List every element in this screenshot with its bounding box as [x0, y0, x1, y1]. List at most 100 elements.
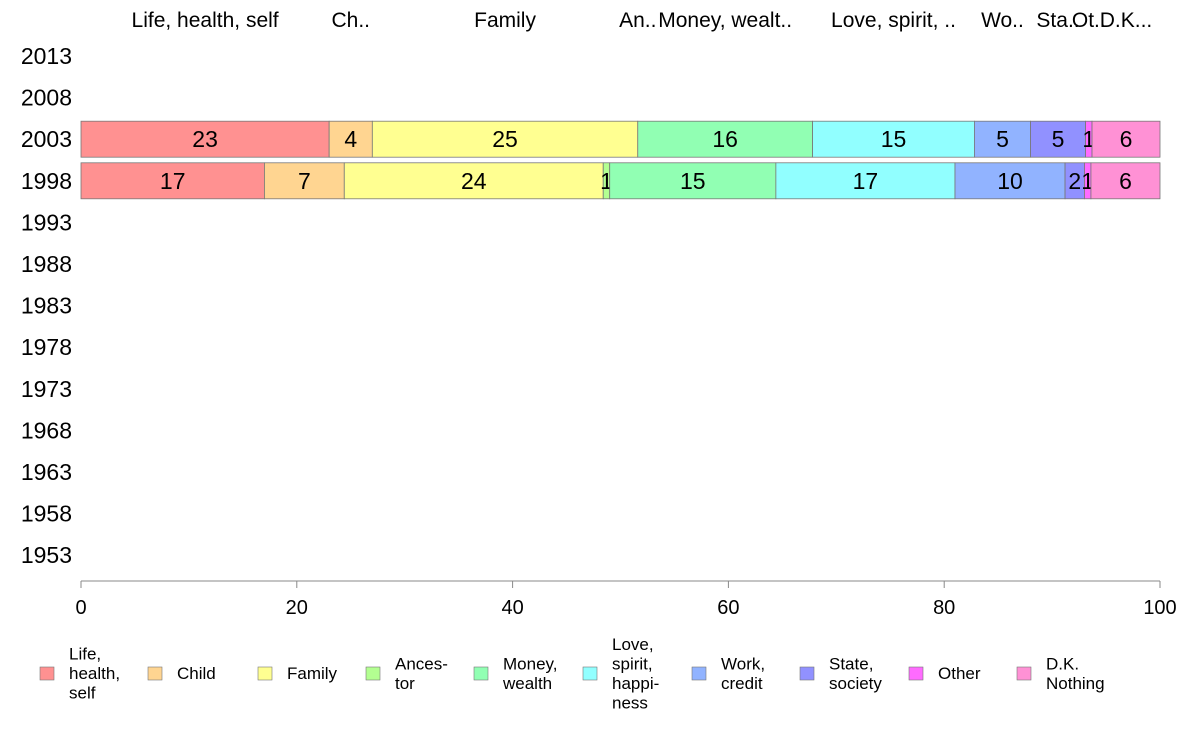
legend-label-line: Life, — [69, 645, 101, 664]
data-label: 6 — [1120, 126, 1133, 152]
bar-segment — [343, 162, 604, 200]
bar-segment — [954, 162, 1066, 200]
year-label: 1968 — [21, 417, 72, 443]
data-label: 15 — [680, 168, 706, 194]
legend-label: Family — [287, 664, 338, 683]
data-label: 23 — [192, 126, 218, 152]
year-label: 1993 — [21, 209, 72, 235]
column-header: An.. — [619, 9, 656, 32]
year-label: 1988 — [21, 251, 72, 277]
data-label: 4 — [344, 126, 357, 152]
legend-swatch — [582, 666, 598, 681]
legend-label-line: ness — [612, 693, 648, 712]
data-label: 16 — [712, 126, 738, 152]
data-label: 5 — [1052, 126, 1065, 152]
legend-label: Love, spirit, happi-ness — [612, 635, 659, 713]
data-label: 7 — [298, 168, 311, 194]
legend-label-line: self — [69, 684, 96, 703]
data-label: 17 — [160, 168, 186, 194]
column-header: Ch.. — [331, 9, 370, 32]
x-tick-label: 0 — [75, 597, 86, 619]
legend-label-line: D.K. — [1046, 654, 1079, 673]
legend-label-line: Love, — [612, 635, 654, 654]
column-header: Love, spirit, .. — [831, 9, 956, 32]
year-label: 1953 — [21, 542, 72, 568]
legend-label-line: spirit, — [612, 654, 653, 673]
data-label: 5 — [996, 126, 1009, 152]
column-headers: Life, health, self Ch.. Family An.. Money, w… — [132, 9, 1153, 32]
legend-label-line: health, — [69, 664, 120, 683]
x-tick-label: 60 — [717, 597, 739, 619]
legend-label-line: wealth — [502, 674, 552, 693]
data-label: 6 — [1119, 168, 1132, 194]
year-label: 1973 — [21, 376, 72, 402]
legend-label: Ances-tor — [395, 654, 448, 693]
legend-label-line: credit — [721, 674, 763, 693]
legend-swatch — [257, 666, 273, 681]
legend-label-line: tor — [395, 674, 415, 693]
legend-label-line: Nothing — [1046, 674, 1105, 693]
legend-label-line: Child — [177, 664, 216, 683]
year-label: 1978 — [21, 334, 72, 360]
legend-label-line: society — [829, 674, 882, 693]
bar-segment — [812, 120, 975, 158]
legend-swatch — [473, 666, 489, 681]
legend-label-line: Work, — [721, 654, 765, 673]
legend-swatch — [691, 666, 707, 681]
bar-segment — [1030, 120, 1086, 158]
legend-swatch — [147, 666, 163, 681]
legend-swatch — [908, 666, 924, 681]
bar-segment — [609, 162, 777, 200]
legend-label: D.K. Nothing — [1046, 654, 1105, 693]
legend-label: Child — [177, 664, 216, 683]
legend-label: State, society — [829, 654, 882, 693]
x-tick-label: 80 — [933, 597, 955, 619]
legend-label: Other — [938, 664, 981, 683]
legend-label: Work, credit — [721, 654, 765, 693]
bar-segment — [974, 120, 1031, 158]
x-axis: 0 20 40 60 80 100 — [75, 580, 1177, 619]
data-label: 25 — [492, 126, 518, 152]
year-label: 1958 — [21, 501, 72, 527]
year-labels: 2013 2008 2003 1998 1993 1988 1983 1978 1973 1968… — [21, 43, 72, 568]
year-label: 2013 — [21, 43, 72, 69]
bar-segment — [1091, 120, 1161, 158]
legend-swatch — [1016, 666, 1032, 681]
year-label: 1963 — [21, 459, 72, 485]
x-tick-label: 40 — [501, 597, 523, 619]
legend-label-line: Other — [938, 664, 981, 683]
legend-label: Money, wealth — [502, 654, 558, 693]
column-header: Sta.. — [1036, 9, 1079, 32]
data-label: 2 — [1068, 168, 1081, 194]
column-header: Wo.. — [981, 9, 1024, 32]
data-label: 24 — [461, 168, 487, 194]
legend-swatch — [39, 666, 55, 681]
year-label: 2003 — [21, 126, 72, 152]
legend-label: Life, health, self — [69, 645, 120, 703]
bar-segment — [1090, 162, 1161, 200]
legend-swatch — [365, 666, 381, 681]
bar-segment — [637, 120, 813, 158]
legend-label-line: Family — [287, 664, 338, 683]
legend: Life, health, self Child Family Ances-tor Mone… — [39, 635, 1105, 713]
year-label: 1998 — [21, 168, 72, 194]
legend-label-line: Money, — [503, 654, 558, 673]
column-header: D.K... — [1100, 9, 1153, 32]
bar-segment — [80, 120, 330, 158]
data-label: 17 — [853, 168, 879, 194]
legend-swatch — [799, 666, 815, 681]
year-label: 2008 — [21, 85, 72, 111]
column-header: Ot.. — [1072, 9, 1106, 32]
bar-segment — [775, 162, 956, 200]
legend-label-line: happi- — [612, 674, 659, 693]
year-label: 1983 — [21, 293, 72, 319]
legend-label-line: Ances- — [395, 654, 448, 673]
data-label: 10 — [997, 168, 1023, 194]
column-header: Life, health, self — [132, 9, 279, 32]
legend-label-line: State, — [829, 654, 873, 673]
bar-segment — [371, 120, 639, 158]
x-tick-label: 20 — [286, 597, 308, 619]
column-header: Family — [474, 9, 536, 32]
column-header: Money, wealt.. — [658, 9, 792, 32]
